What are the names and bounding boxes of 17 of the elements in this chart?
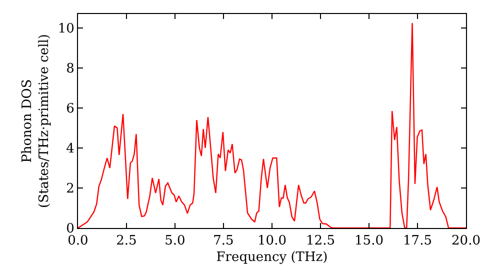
y-tick-label: 2 [66,182,74,197]
x-tick-label: 5.0 [164,234,186,249]
x-tick-label: 0.0 [68,234,88,249]
x-tick-label: 17.5 [403,234,432,249]
y-tick-label: 4 [66,142,74,157]
x-tick-label: 12.5 [306,234,335,249]
x-tick-label: 2.5 [116,234,137,249]
y-axis-title: Phonon DOS (States/THz·primitive cell) [20,34,52,208]
x-axis-title: Frequency (THz) [216,250,328,266]
x-tick-label: 10.0 [258,234,286,249]
y-tick-label: 6 [66,102,74,117]
y-tick-label: 8 [66,62,74,77]
x-tick-label: 15.0 [354,234,384,249]
x-tick-label: 20.0 [452,234,480,249]
x-tick-label: 7.5 [213,234,234,249]
y-tick-label: 10 [58,22,74,37]
line-series [78,22,466,228]
